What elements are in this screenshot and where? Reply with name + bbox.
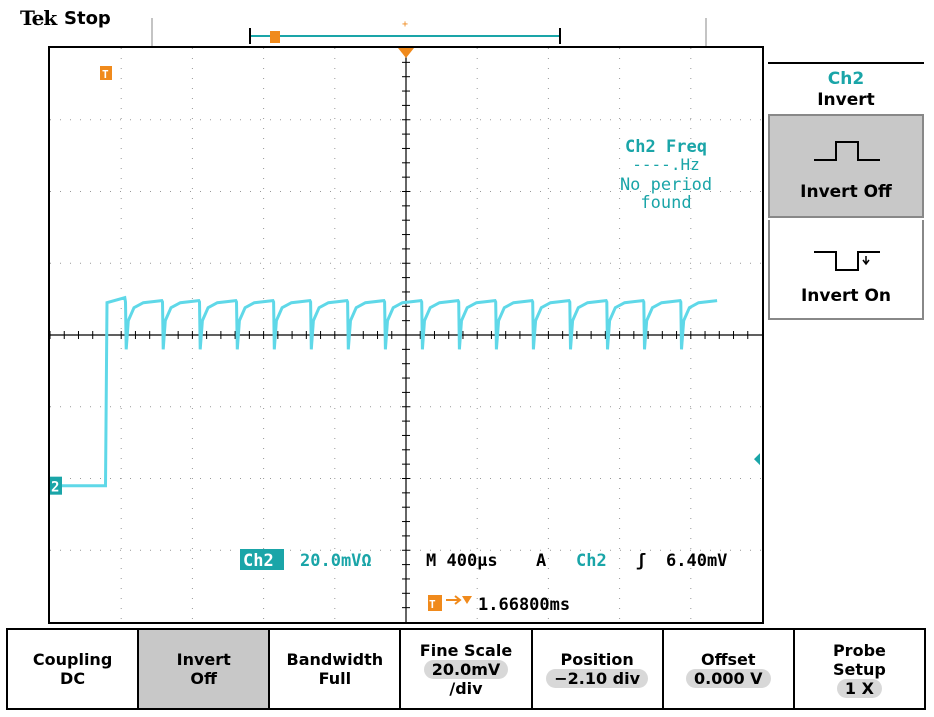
- bandwidth-title: Bandwidth: [286, 650, 384, 669]
- fine-scale-button[interactable]: Fine Scale 20.0mV /div: [401, 630, 533, 708]
- record-view-bar: +: [151, 18, 707, 46]
- trigger-level-marker-icon: [754, 453, 760, 466]
- measurement-value: ----.Hz: [632, 155, 699, 174]
- bandwidth-button[interactable]: Bandwidth Full: [270, 630, 402, 708]
- bandwidth-value: Full: [318, 669, 352, 688]
- ch2-waveform-trace: [50, 295, 718, 488]
- measurement-status: No period: [620, 175, 712, 195]
- ch2-readout-label: Ch2: [243, 551, 274, 571]
- invert-on-button[interactable]: Invert On: [768, 220, 924, 320]
- side-menu-title: Ch2 Invert: [768, 62, 924, 112]
- coupling-title: Coupling: [32, 650, 113, 669]
- fine-scale-value: 20.0mV: [423, 659, 509, 679]
- fine-scale-title: Fine Scale: [419, 640, 513, 660]
- measurement-label: Ch2 Freq: [625, 137, 707, 157]
- brand-logo: Tek: [20, 6, 57, 30]
- invert-title: Invert: [176, 650, 231, 669]
- acquisition-status: Stop: [64, 8, 111, 29]
- invert-button[interactable]: Invert Off: [139, 630, 271, 708]
- trigger-source-readout: Ch2: [576, 551, 607, 571]
- trigger-arrow-icon: [462, 596, 472, 604]
- position-button[interactable]: Position −2.10 div: [533, 630, 664, 708]
- bottom-menu: Coupling DC Invert Off Bandwidth Full Fi…: [6, 628, 926, 710]
- ch2-scale-readout: 20.0mVΩ: [300, 551, 372, 571]
- inverted-pulse-icon: [814, 251, 880, 271]
- offset-value: 0.000 V: [685, 669, 771, 688]
- trigger-position-badge-label: T: [429, 598, 436, 611]
- normal-pulse-icon: [814, 141, 880, 161]
- measurement-status-2: found: [640, 193, 691, 213]
- coupling-value: DC: [60, 669, 86, 688]
- position-value: −2.10 div: [546, 669, 649, 688]
- trigger-position-readout: 1.66800ms: [478, 595, 570, 615]
- ch2-ground-marker-label: 2: [51, 480, 59, 496]
- probe-setup-label: Setup: [832, 659, 886, 679]
- side-menu-channel: Ch2: [827, 69, 865, 89]
- side-menu-function: Invert: [817, 90, 875, 110]
- trigger-position-icon: [398, 48, 414, 58]
- invert-on-label: Invert On: [800, 286, 892, 306]
- trigger-slope-icon: ʃ: [636, 551, 646, 571]
- probe-setup-button[interactable]: Probe Setup 1 X: [795, 630, 924, 708]
- svg-text:+: +: [402, 19, 408, 30]
- position-title: Position: [560, 650, 634, 669]
- ch2-readout-badge: [240, 549, 284, 570]
- trigger-mode-readout: A: [536, 551, 546, 571]
- probe-title: Probe: [832, 640, 886, 660]
- invert-off-button[interactable]: Invert Off: [768, 114, 924, 218]
- probe-attenuation-value: 1 X: [836, 678, 882, 698]
- timebase-readout: M 400µs: [426, 551, 498, 571]
- coupling-button[interactable]: Coupling DC: [8, 630, 140, 708]
- trigger-level-readout: 6.40mV: [666, 551, 727, 571]
- offset-button[interactable]: Offset 0.000 V: [664, 630, 795, 708]
- waveform-display[interactable]: T 2 Ch2 Freq ----.Hz No period found Ch2 20.0mV…: [48, 46, 764, 624]
- trigger-position-badge: [428, 595, 442, 611]
- trigger-arrow-icon: [446, 595, 462, 605]
- trigger-point-label: T: [102, 68, 109, 81]
- offset-title: Offset: [700, 650, 756, 669]
- trigger-point-icon: [100, 66, 112, 80]
- fine-scale-unit: /div: [449, 678, 483, 698]
- ch2-ground-marker-icon: [48, 476, 62, 495]
- invert-value: Off: [190, 669, 217, 688]
- invert-off-label: Invert Off: [800, 182, 892, 202]
